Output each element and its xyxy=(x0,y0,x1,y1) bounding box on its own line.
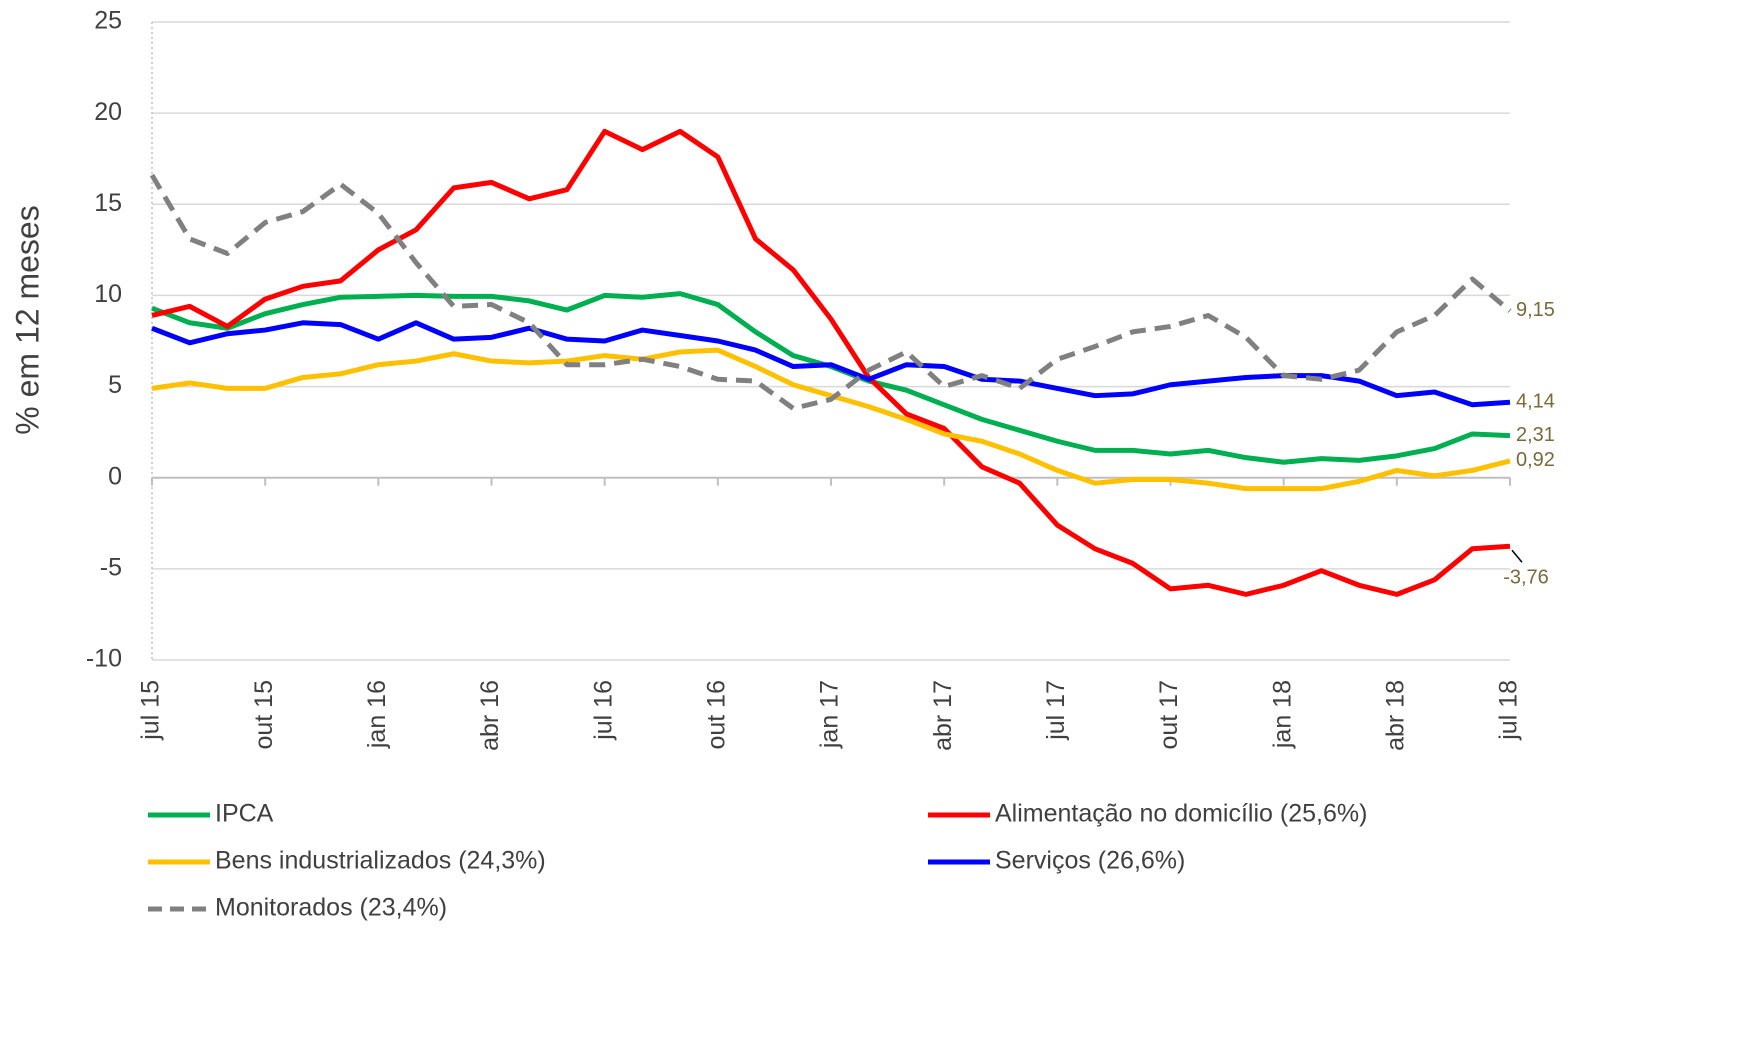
leader-line xyxy=(1511,549,1523,563)
series-line xyxy=(151,128,1511,597)
x-tick-label: jan 17 xyxy=(816,680,844,749)
x-tick-label: jul 18 xyxy=(1495,680,1523,741)
y-tick-label: 25 xyxy=(94,7,122,35)
y-tick-label: 20 xyxy=(94,98,122,126)
data-label: 0,92 xyxy=(1516,449,1555,471)
x-tick-label: out 15 xyxy=(250,680,278,750)
legend-label: Alimentação no domicílio (25,6%) xyxy=(995,800,1367,828)
x-tick-label: jan 18 xyxy=(1268,680,1296,749)
data-label: -3,76 xyxy=(1503,567,1549,589)
data-label: 9,15 xyxy=(1516,299,1555,321)
series-line xyxy=(149,173,1512,411)
series-line xyxy=(151,347,1511,492)
y-tick-label: -5 xyxy=(100,553,122,581)
legend-label: IPCA xyxy=(215,800,274,828)
y-axis-title: % em 12 meses xyxy=(9,205,45,434)
series-line xyxy=(151,320,1511,408)
x-tick-label: abr 18 xyxy=(1381,680,1409,751)
legend-label: Monitorados (23,4%) xyxy=(215,894,447,922)
y-tick-label: 5 xyxy=(108,371,122,399)
y-tick-label: 15 xyxy=(94,189,122,217)
x-tick-label: jan 16 xyxy=(363,680,391,749)
y-tick-label: -10 xyxy=(86,645,122,673)
x-tick-label: out 16 xyxy=(702,680,730,750)
y-tick-label: 10 xyxy=(94,280,122,308)
data-label: 4,14 xyxy=(1516,391,1555,413)
y-tick-label: 0 xyxy=(108,462,122,490)
x-tick-label: jul 15 xyxy=(137,680,165,741)
x-tick-label: abr 16 xyxy=(476,680,504,751)
x-tick-label: jul 17 xyxy=(1042,680,1070,741)
data-label: 2,31 xyxy=(1516,424,1555,446)
x-tick-label: out 17 xyxy=(1155,680,1183,750)
legend-label: Bens industrializados (24,3%) xyxy=(215,847,546,875)
legend-label: Serviços (26,6%) xyxy=(995,847,1185,875)
x-tick-label: abr 17 xyxy=(929,680,957,751)
x-tick-label: jul 16 xyxy=(589,680,617,741)
